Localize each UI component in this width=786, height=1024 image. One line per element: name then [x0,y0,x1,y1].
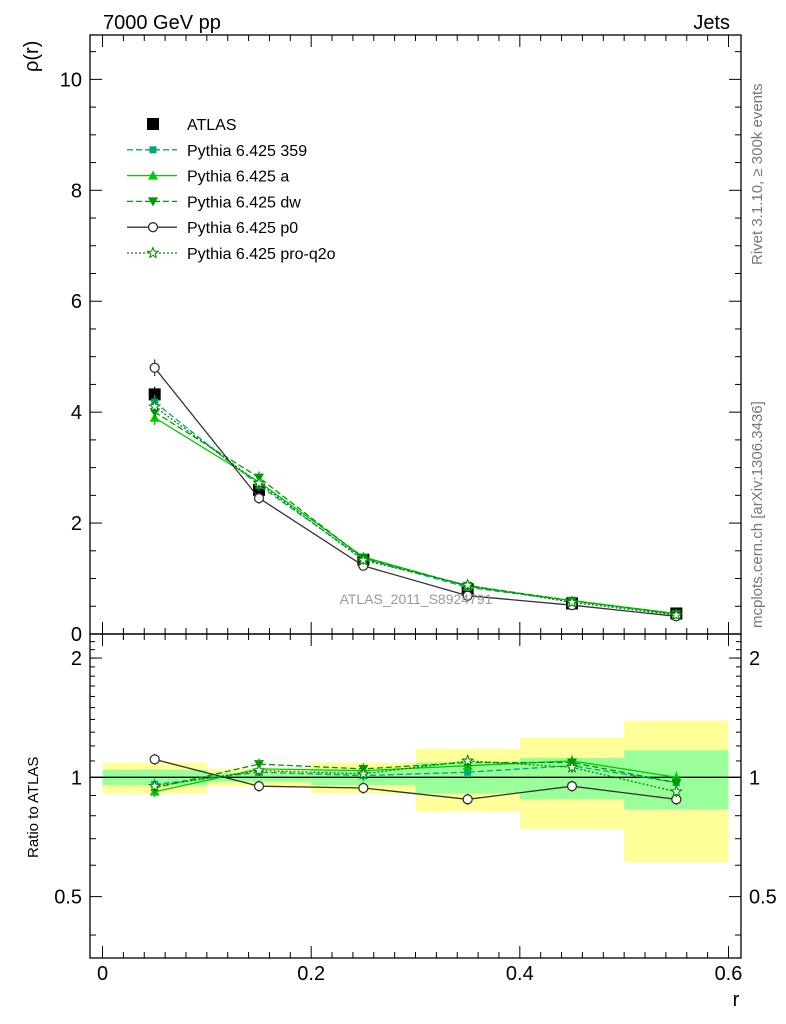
main-point-pythia-6-425-pro-q2o [356,553,371,566]
ratio-point-pythia-6-425-pro-q2o [252,763,266,777]
analysis-watermark: ATLAS_2011_S8924791 [340,591,493,607]
ratio-y-tick-label: 0.5 [54,887,82,909]
legend-label-pythia-6-425-a: Pythia 6.425 a [187,169,289,186]
main-line-pythia-6-425-p0 [154,367,677,617]
legend-item-pythia-6-425-359: Pythia 6.425 359 [127,143,307,160]
x-tick-label: 0 [97,963,108,985]
ratio-line-pythia-6-425-p0 [154,758,677,800]
ratio-point-pythia-6-425-p0 [566,781,578,792]
ratio-uncertainty-bands [90,720,741,863]
main-y-tick-label: 8 [71,180,82,202]
ratio-point-pythia-6-425-dw [671,778,682,788]
legend-item-atlas: ATLAS [147,117,237,134]
legend-marker-pythia-6-425-a [148,170,158,180]
ratio-point-pythia-6-425-pro-q2o [669,784,683,798]
ratio-y-tick-label: 1 [71,767,82,789]
main-point-pythia-6-425-pro-q2o [461,578,475,591]
ratio-point-pythia-6-425-p0 [149,754,160,765]
ratio-point-pythia-6-425-359 [464,768,472,776]
x-tick-label: 0.2 [297,963,325,985]
legend-marker-pythia-6-425-359 [149,146,157,154]
main-point-pythia-6-425-pro-q2o [565,595,579,608]
main-point-pythia-6-425-p0 [149,362,160,373]
main-point-pythia-6-425-pro-q2o [669,608,683,621]
ratio-y-tick-label-right: 1 [749,767,760,789]
legend-label-atlas: ATLAS [187,117,237,134]
main-line-pythia-6-425-359 [154,401,677,615]
main-series-group [148,359,683,622]
legend-label-pythia-6-425-359: Pythia 6.425 359 [187,143,307,160]
legend: ATLAS Pythia 6.425 359 Pythia 6.425 a Pythi… [127,117,336,263]
legend-label-pythia-6-425-pro-q2o: Pythia 6.425 pro-q2o [187,246,336,263]
legend-label-pythia-6-425-p0: Pythia 6.425 p0 [187,220,298,237]
main-series-pythia-6-425-359 [151,394,680,618]
x-tick-label: 0.6 [715,963,743,985]
ratio-y-tick-label-right: 0.5 [749,887,777,909]
x-axis-label: r [733,989,740,1011]
main-point-pythia-6-425-p0 [253,492,265,504]
main-series-pythia-6-425-dw [149,404,682,620]
ratio-line-pythia-6-425-pro-q2o [154,760,677,793]
main-y-axis-label: ρ(r) [21,41,43,72]
main-series-atlas [148,386,683,620]
ratio-series-pythia-6-425-p0 [149,753,682,805]
rivet-side-label: Rivet 3.1.10, ≥ 300k events [749,83,766,265]
ratio-y-tick-label-right: 2 [749,648,760,670]
ratio-y-tick-label: 2 [71,648,82,670]
ratio-point-pythia-6-425-p0 [358,782,369,794]
ratio-line-pythia-6-425-a [154,760,677,793]
main-y-tick-label: 4 [71,402,82,424]
ratio-point-pythia-6-425-pro-q2o [148,779,162,792]
ratio-point-pythia-6-425-pro-q2o [565,760,579,773]
main-point-pythia-6-425-pro-q2o [252,476,266,489]
ratio-series-group [148,753,683,805]
ratio-line-pythia-6-425-359 [154,765,677,786]
legend-marker-atlas [147,118,159,130]
ratio-point-pythia-6-425-p0 [253,781,265,792]
ratio-series-pythia-6-425-pro-q2o [148,753,683,798]
ratio-point-pythia-6-425-p0 [462,794,473,805]
legend-item-pythia-6-425-p0: Pythia 6.425 p0 [127,220,298,237]
main-y-tick-label: 0 [71,624,82,646]
legend-marker-pythia-6-425-dw [148,197,158,207]
ratio-point-pythia-6-425-pro-q2o [356,766,371,780]
main-line-pythia-6-425-a [154,417,677,615]
ratio-point-pythia-6-425-pro-q2o [460,753,475,767]
legend-item-pythia-6-425-dw: Pythia 6.425 dw [127,194,301,211]
main-series-pythia-6-425-pro-q2o [148,399,683,621]
main-line-pythia-6-425-pro-q2o [154,406,677,616]
ratio-y-axis-label: Ratio to ATLAS [25,757,42,858]
right-title: Jets [693,12,730,34]
main-line-pythia-6-425-dw [154,411,677,615]
main-y-tick-label: 2 [71,513,82,535]
mcplots-side-label: mcplots.cern.ch [arXiv:1306.3436] [749,401,766,628]
left-title: 7000 GeV pp [103,12,221,34]
legend-label-pythia-6-425-dw: Pythia 6.425 dw [187,194,301,211]
main-series-pythia-6-425-a [149,410,682,618]
main-y-tick-label: 6 [71,291,82,313]
main-point-pythia-6-425-pro-q2o [148,399,162,413]
main-y-tick-label: 10 [60,69,82,91]
legend-marker-pythia-6-425-p0 [147,222,159,233]
legend-item-pythia-6-425-pro-q2o: Pythia 6.425 pro-q2o [127,246,336,263]
legend-item-pythia-6-425-a: Pythia 6.425 a [127,169,289,186]
ratio-line-pythia-6-425-dw [154,761,677,789]
main-series-pythia-6-425-p0 [149,359,682,622]
main-point-pythia-6-425-p0 [462,590,473,601]
main-point-atlas [148,388,161,401]
x-tick-label: 0.4 [506,963,534,985]
legend-marker-pythia-6-425-pro-q2o [146,246,160,259]
